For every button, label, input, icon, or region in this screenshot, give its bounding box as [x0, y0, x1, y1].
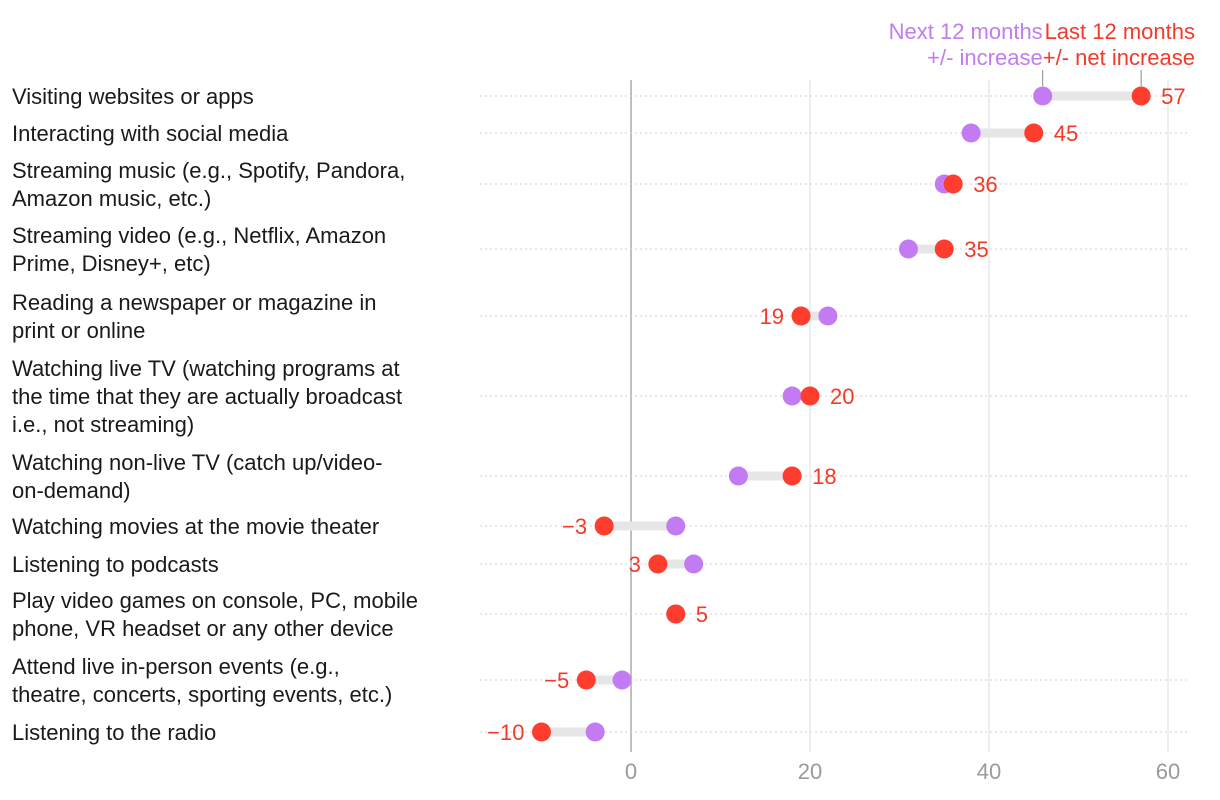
category-label: Play video games on console, PC, mobile p… [12, 588, 418, 641]
dot-next-12-months [666, 516, 686, 536]
value-label: 19 [760, 304, 784, 329]
dot-last-12-months [594, 516, 614, 536]
legend-last-line: Last 12 months [1045, 19, 1195, 44]
legend-last-line: +/- net increase [1043, 45, 1195, 70]
dot-next-12-months [684, 554, 704, 574]
dot-next-12-months [782, 386, 802, 406]
legend-last-12-months: Last 12 months +/- net increase [1043, 19, 1195, 70]
x-tick-label-60: 60 [1156, 759, 1180, 784]
category-label-line: on-demand) [12, 478, 131, 503]
x-tick-label-0: 0 [625, 759, 637, 784]
category-label: Attend live in-person events (e.g., theat… [12, 654, 392, 707]
category-label: Watching live TV (watching programs at th… [12, 356, 402, 437]
category-label-line: Listening to podcasts [12, 552, 219, 577]
category-label-line: Watching movies at the movie theater [12, 514, 379, 539]
category-label-line: Watching live TV (watching programs at [12, 356, 400, 381]
category-label-line: i.e., not streaming) [12, 412, 194, 437]
category-label: Streaming music (e.g., Spotify, Pandora,… [12, 158, 405, 211]
value-label: −3 [562, 514, 587, 539]
category-label-line: phone, VR headset or any other device [12, 616, 394, 641]
category-label: Listening to the radio [12, 720, 216, 745]
value-label: 45 [1054, 121, 1078, 146]
dot-layer [532, 86, 1151, 742]
category-label: Watching movies at the movie theater [12, 514, 379, 539]
x-axis-ticks: 0 20 40 60 [625, 759, 1180, 784]
category-label-line: Visiting websites or apps [12, 84, 254, 109]
category-label-line: Amazon music, etc.) [12, 186, 211, 211]
value-label: 20 [830, 384, 854, 409]
category-label: Watching non-live TV (catch up/video-on-… [12, 450, 383, 503]
legend-next-12-months: Next 12 months +/- increase [889, 19, 1043, 70]
value-label: 5 [696, 602, 708, 627]
category-label-line: the time that they are actually broadcas… [12, 384, 402, 409]
dot-next-12-months [898, 239, 918, 259]
value-label: 35 [964, 237, 988, 262]
value-label: 3 [629, 552, 641, 577]
dot-last-12-months [1024, 123, 1044, 143]
dot-last-12-months [648, 554, 668, 574]
dot-last-12-months [791, 306, 811, 326]
legend-next-line: Next 12 months [889, 19, 1043, 44]
category-label-line: Listening to the radio [12, 720, 216, 745]
category-label-line: Reading a newspaper or magazine in [12, 290, 376, 315]
x-tick-label-20: 20 [798, 759, 822, 784]
dot-next-12-months [818, 306, 838, 326]
dot-next-12-months [612, 670, 632, 690]
dot-next-12-months [961, 123, 981, 143]
value-label: 18 [812, 464, 836, 489]
category-label-line: Prime, Disney+, etc) [12, 251, 211, 276]
value-label: −10 [487, 720, 524, 745]
dot-last-12-months [943, 174, 963, 194]
x-tick-label-40: 40 [977, 759, 1001, 784]
value-label: −5 [544, 668, 569, 693]
legend-next-line: +/- increase [927, 45, 1043, 70]
category-label-line: print or online [12, 318, 145, 343]
dot-last-12-months [934, 239, 954, 259]
value-label: 36 [973, 172, 997, 197]
category-label-line: Streaming music (e.g., Spotify, Pandora, [12, 158, 405, 183]
dot-last-12-months [666, 604, 686, 624]
category-label-line: Attend live in-person events (e.g., [12, 654, 340, 679]
row-guide-lines [480, 95, 1190, 733]
dot-last-12-months [782, 466, 802, 486]
value-label: 57 [1161, 84, 1185, 109]
grid-layer [630, 80, 1169, 752]
category-label: Interacting with social media [12, 121, 289, 146]
dot-last-12-months [800, 386, 820, 406]
category-label-line: Watching non-live TV (catch up/video- [12, 450, 383, 475]
category-label-line: Play video games on console, PC, mobile [12, 588, 418, 613]
category-label-line: Interacting with social media [12, 121, 289, 146]
category-label-line: theatre, concerts, sporting events, etc.… [12, 682, 392, 707]
dot-next-12-months [1033, 86, 1053, 106]
dot-next-12-months [728, 466, 748, 486]
category-label: Streaming video (e.g., Netflix, Amazon Pr… [12, 223, 386, 276]
category-label: Listening to podcasts [12, 552, 219, 577]
category-label-line: Streaming video (e.g., Netflix, Amazon [12, 223, 386, 248]
category-label: Visiting websites or apps [12, 84, 254, 109]
category-labels: Visiting websites or apps Interacting wit… [12, 84, 418, 745]
dot-last-12-months [1131, 86, 1151, 106]
category-label: Reading a newspaper or magazine in print … [12, 290, 376, 343]
dot-last-12-months [532, 722, 551, 742]
dot-last-12-months [576, 670, 596, 690]
dot-next-12-months [585, 722, 605, 742]
